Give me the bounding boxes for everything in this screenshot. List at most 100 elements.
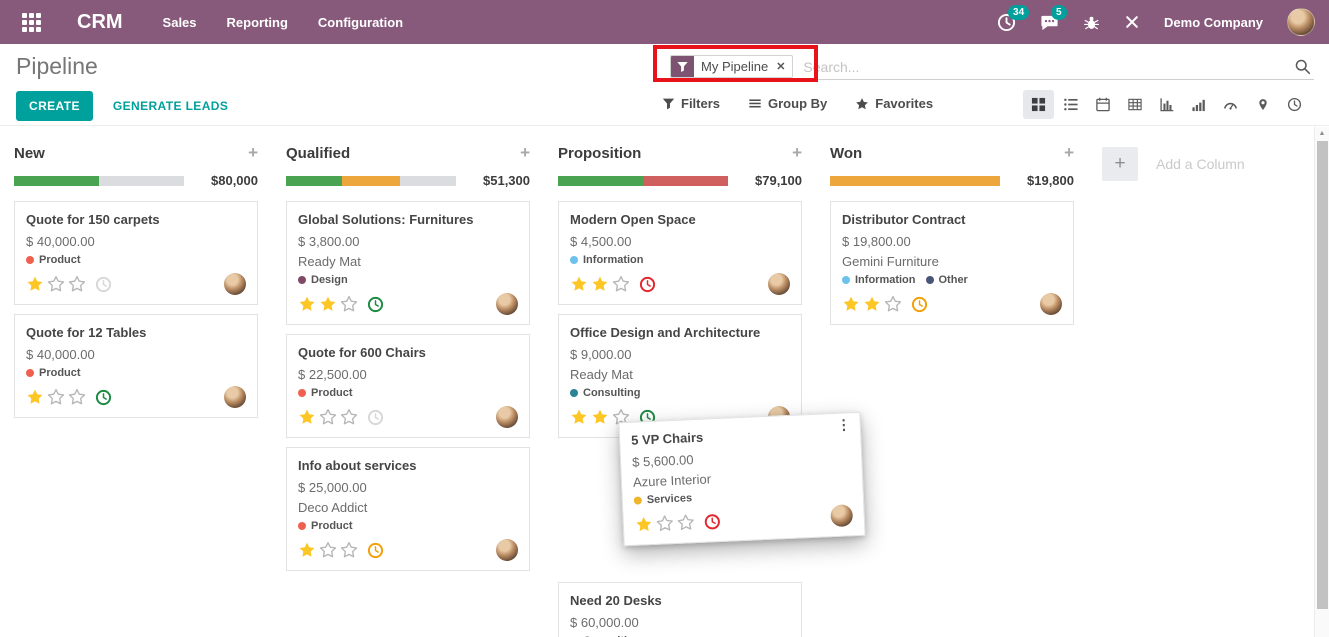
activity-clock-icon[interactable] — [367, 296, 384, 313]
filters-menu-button[interactable]: Filters — [662, 96, 720, 111]
activity-clock-icon[interactable] — [367, 409, 384, 426]
star-filled-icon[interactable] — [298, 541, 316, 559]
priority-stars[interactable] — [298, 541, 358, 559]
kanban-card-office-design-and-architecture[interactable]: Office Design and Architecture $ 9,000.0… — [558, 314, 802, 438]
star-filled-icon[interactable] — [570, 408, 588, 426]
star-filled-icon[interactable] — [634, 515, 653, 534]
salesperson-avatar[interactable] — [830, 504, 854, 528]
view-dashboard-button[interactable] — [1215, 90, 1246, 119]
vertical-scrollbar[interactable]: ▲ — [1314, 127, 1329, 637]
priority-stars[interactable] — [26, 275, 86, 293]
user-avatar[interactable] — [1287, 8, 1315, 36]
search-facet-my-pipeline[interactable]: My Pipeline ✕ — [670, 55, 794, 78]
star-empty-icon[interactable] — [676, 513, 695, 532]
priority-stars[interactable] — [842, 295, 902, 313]
activity-clock-icon[interactable] — [95, 276, 112, 293]
bug-icon[interactable] — [1083, 14, 1100, 31]
kanban-card-dragged-5-vp-chairs[interactable]: ⋮ 5 VP Chairs $ 5,600.00 Azure Interior … — [618, 411, 866, 547]
priority-stars[interactable] — [26, 388, 86, 406]
activity-clock-icon[interactable] — [367, 542, 384, 559]
column-header[interactable]: Qualified + $51,300 — [286, 143, 530, 188]
progress-segment[interactable] — [342, 175, 400, 186]
activity-clock-icon[interactable] — [639, 276, 656, 293]
salesperson-avatar[interactable] — [224, 386, 246, 408]
star-filled-icon[interactable] — [298, 295, 316, 313]
star-filled-icon[interactable] — [591, 275, 609, 293]
star-empty-icon[interactable] — [340, 541, 358, 559]
view-list-button[interactable] — [1055, 90, 1086, 119]
progress-segment[interactable] — [286, 175, 343, 186]
messages-icon[interactable]: 5 — [1040, 4, 1067, 32]
star-empty-icon[interactable] — [612, 275, 630, 293]
star-empty-icon[interactable] — [319, 408, 337, 426]
generate-leads-button[interactable]: GENERATE LEADS — [112, 99, 229, 113]
view-map-button[interactable] — [1247, 90, 1278, 119]
add-column-plus-icon[interactable]: + — [1102, 147, 1138, 181]
star-empty-icon[interactable] — [68, 275, 86, 293]
star-filled-icon[interactable] — [26, 388, 44, 406]
star-empty-icon[interactable] — [655, 514, 674, 533]
kanban-card-info-about-services[interactable]: Info about services $ 25,000.00 Deco Add… — [286, 447, 530, 571]
priority-stars[interactable] — [298, 295, 358, 313]
star-filled-icon[interactable] — [298, 408, 316, 426]
priority-stars[interactable] — [634, 513, 695, 534]
kanban-card-modern-open-space[interactable]: Modern Open Space $ 4,500.00 Information — [558, 201, 802, 305]
create-button[interactable]: CREATE — [16, 91, 93, 121]
star-empty-icon[interactable] — [340, 295, 358, 313]
view-pivot-button[interactable] — [1119, 90, 1150, 119]
salesperson-avatar[interactable] — [768, 273, 790, 295]
priority-stars[interactable] — [570, 408, 630, 426]
star-empty-icon[interactable] — [47, 388, 65, 406]
facet-remove-icon[interactable]: ✕ — [776, 61, 786, 73]
kanban-card-need-20-desks[interactable]: Need 20 Desks $ 60,000.00 Consulting — [558, 582, 802, 637]
star-empty-icon[interactable] — [47, 275, 65, 293]
column-progressbar[interactable] — [830, 175, 1000, 186]
quick-add-icon[interactable]: + — [248, 143, 258, 162]
column-header[interactable]: New + $80,000 — [14, 143, 258, 188]
view-kanban-button[interactable] — [1023, 90, 1054, 119]
star-filled-icon[interactable] — [591, 408, 609, 426]
quick-add-icon[interactable]: + — [1064, 143, 1074, 162]
progress-segment[interactable] — [643, 175, 728, 186]
search-icon[interactable] — [1294, 58, 1311, 75]
progress-segment[interactable] — [14, 175, 99, 186]
activity-clock-icon[interactable] — [911, 296, 928, 313]
kanban-card-quote-for-600-chairs[interactable]: Quote for 600 Chairs $ 22,500.00 Product — [286, 334, 530, 438]
search-bar[interactable]: My Pipeline ✕ Search... — [658, 54, 1314, 80]
tools-icon[interactable] — [1124, 14, 1140, 30]
salesperson-avatar[interactable] — [224, 273, 246, 295]
priority-stars[interactable] — [570, 275, 630, 293]
kanban-card-global-solutions-furnitures[interactable]: Global Solutions: Furnitures $ 3,800.00 … — [286, 201, 530, 325]
column-progressbar[interactable] — [558, 175, 728, 186]
view-graph-button[interactable] — [1151, 90, 1182, 119]
view-activity-button[interactable] — [1279, 90, 1310, 119]
kanban-card-quote-for-150-carpets[interactable]: Quote for 150 carpets $ 40,000.00 Produc… — [14, 201, 258, 305]
kanban-card-quote-for-12-tables[interactable]: Quote for 12 Tables $ 40,000.00 Product — [14, 314, 258, 418]
company-name[interactable]: Demo Company — [1164, 14, 1263, 30]
star-filled-icon[interactable] — [863, 295, 881, 313]
app-name[interactable]: CRM — [77, 10, 123, 33]
salesperson-avatar[interactable] — [496, 406, 518, 428]
quick-add-icon[interactable]: + — [792, 143, 802, 162]
kanban-card-distributor-contract[interactable]: Distributor Contract $ 19,800.00 Gemini … — [830, 201, 1074, 325]
apps-menu-icon[interactable] — [22, 12, 41, 32]
column-progressbar[interactable] — [14, 175, 184, 186]
salesperson-avatar[interactable] — [496, 293, 518, 315]
salesperson-avatar[interactable] — [1040, 293, 1062, 315]
star-empty-icon[interactable] — [319, 541, 337, 559]
activity-clock-icon[interactable] — [703, 512, 721, 530]
scrollbar-thumb[interactable] — [1317, 141, 1328, 609]
salesperson-avatar[interactable] — [496, 539, 518, 561]
star-empty-icon[interactable] — [884, 295, 902, 313]
view-cohort-button[interactable] — [1183, 90, 1214, 119]
menu-configuration[interactable]: Configuration — [317, 14, 404, 30]
star-filled-icon[interactable] — [319, 295, 337, 313]
column-header[interactable]: Won + $19,800 — [830, 143, 1074, 188]
scroll-up-arrow[interactable]: ▲ — [1318, 130, 1326, 137]
progress-segment[interactable] — [830, 175, 1000, 186]
column-header[interactable]: Proposition + $79,100 — [558, 143, 802, 188]
star-filled-icon[interactable] — [26, 275, 44, 293]
quick-add-icon[interactable]: + — [520, 143, 530, 162]
search-input-placeholder[interactable]: Search... — [803, 58, 860, 75]
star-filled-icon[interactable] — [570, 275, 588, 293]
